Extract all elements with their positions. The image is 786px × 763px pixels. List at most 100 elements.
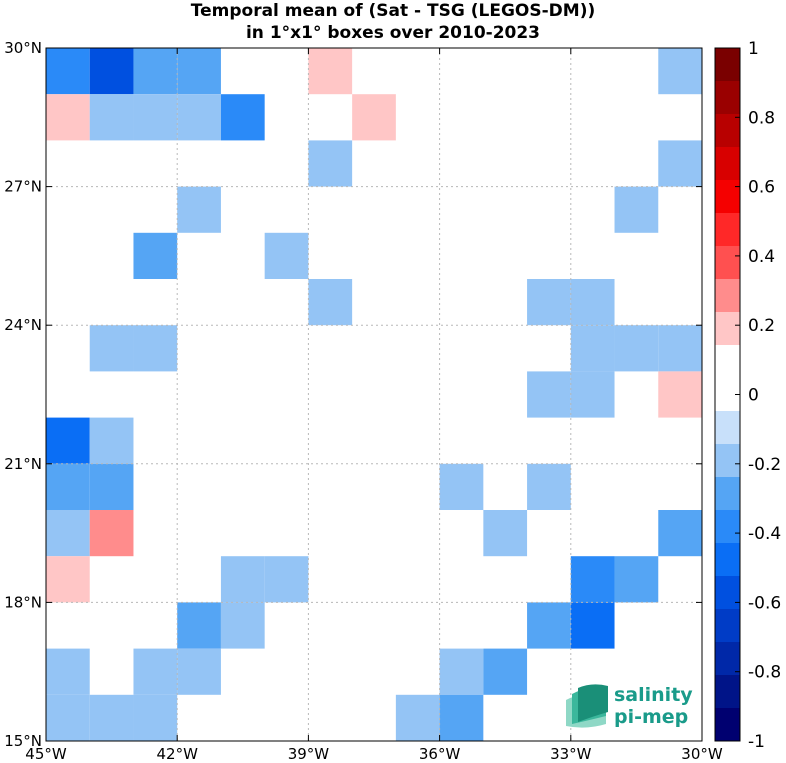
colorbar-label: -0.2: [748, 455, 781, 475]
colorbar-bin: [715, 510, 740, 544]
heatmap-cell: [46, 648, 90, 695]
colorbar-label: 0.6: [748, 178, 775, 198]
x-tick-label: 39°W: [288, 745, 330, 763]
heatmap-cell: [308, 48, 353, 95]
heatmap-cell: [89, 417, 134, 464]
x-tick-label: 45°W: [25, 745, 67, 763]
colorbar-bin: [715, 708, 740, 742]
colorbar-bin: [715, 180, 740, 214]
colorbar-label: 0.4: [748, 247, 775, 267]
heatmap-cell: [614, 556, 659, 603]
colorbar-bin: [715, 246, 740, 280]
colorbar-bin: [715, 213, 740, 247]
colorbar-bin: [715, 147, 740, 181]
y-tick-label: 18°N: [4, 593, 42, 611]
heatmap-cell: [220, 602, 265, 649]
colorbar-label: -0.8: [748, 663, 781, 683]
heatmap-cell: [658, 48, 702, 95]
heatmap-cell: [46, 556, 90, 603]
heatmap-cell: [89, 463, 134, 510]
y-tick-label: 30°N: [4, 39, 42, 57]
colorbar-label: -1: [748, 732, 765, 752]
colorbar-bin: [715, 675, 740, 709]
colorbar-label: 0.2: [748, 316, 775, 336]
heatmap-cell: [439, 648, 484, 695]
logo-waves-icon: [566, 684, 608, 728]
heatmap-cell: [89, 694, 134, 741]
heatmap-cell: [264, 556, 309, 603]
heatmap-cell: [133, 325, 178, 372]
heatmap-cell: [527, 463, 571, 510]
heatmap-cell: [570, 371, 615, 418]
y-tick-label: 27°N: [4, 178, 42, 196]
colorbar-bin: [715, 345, 740, 379]
colorbar-bin: [715, 81, 740, 115]
heatmap-cell: [570, 602, 615, 649]
heatmap-cell: [177, 648, 221, 695]
x-tick-label: 30°W: [681, 745, 723, 763]
logo-text-salinity: salinity: [614, 684, 693, 706]
colorbar-label: -0.6: [748, 593, 781, 613]
colorbar-bin: [715, 642, 740, 676]
heatmap-cell: [395, 694, 440, 741]
heatmap-cell: [527, 602, 571, 649]
heatmap-cell: [658, 510, 702, 557]
colorbar-bin: [715, 609, 740, 643]
heatmap-cell: [89, 510, 134, 557]
chart-title-line1: Temporal mean of (Sat - TSG (LEGOS-DM)): [190, 1, 596, 21]
colorbar-bin: [715, 411, 740, 445]
heatmap-cell: [570, 279, 615, 326]
heatmap-cell: [614, 325, 659, 372]
heatmap-cells: [46, 48, 702, 741]
heatmap-cell: [614, 186, 659, 233]
heatmap-cell: [177, 48, 221, 95]
heatmap-cell: [658, 140, 702, 187]
heatmap-cell: [133, 232, 178, 279]
heatmap-cell: [264, 232, 309, 279]
colorbar-bin: [715, 114, 740, 148]
heatmap-cell: [177, 602, 221, 649]
heatmap-cell: [133, 48, 178, 95]
heatmap-cell: [439, 694, 484, 741]
colorbar-label: 0.8: [748, 108, 775, 128]
colorbar-bin: [715, 444, 740, 478]
heatmap-cell: [308, 140, 353, 187]
heatmap-cell: [308, 279, 353, 326]
heatmap-cell: [570, 556, 615, 603]
heatmap-cell: [89, 325, 134, 372]
heatmap-cell: [220, 94, 265, 141]
heatmap-cell: [439, 463, 484, 510]
heatmap-cell: [133, 694, 178, 741]
axis-ticks: 45°W 42°W 39°W 36°W 33°W 30°W 15°N 18°N 21°N 24°N…: [4, 39, 723, 763]
heatmap-cell: [527, 371, 571, 418]
colorbar-label: 1: [748, 39, 759, 59]
heatmap-cell: [89, 94, 134, 141]
y-tick-label: 24°N: [4, 316, 42, 334]
heatmap-cell: [46, 94, 90, 141]
heatmap-cell: [658, 325, 702, 372]
heatmap-cell: [46, 417, 90, 464]
heatmap-cell: [89, 48, 134, 95]
heatmap-cell: [570, 325, 615, 372]
plot-frame: [45, 47, 703, 742]
heatmap-cell: [133, 648, 178, 695]
heatmap-cell: [483, 510, 528, 557]
heatmap-cell: [483, 648, 528, 695]
heatmap-cell: [177, 186, 221, 233]
heatmap-cell: [527, 279, 571, 326]
heatmap-cell: [133, 94, 178, 141]
heatmap-cell: [46, 694, 90, 741]
heatmap-cell: [352, 94, 396, 141]
colorbar-bin: [715, 543, 740, 577]
x-tick-label: 33°W: [550, 745, 592, 763]
colorbar-bin: [715, 477, 740, 511]
x-tick-label: 42°W: [156, 745, 198, 763]
colorbar-bin: [715, 48, 740, 82]
heatmap-cell: [220, 556, 265, 603]
colorbar-bin: [715, 576, 740, 610]
logo-text-pimep: pi-mep: [614, 706, 688, 728]
heatmap-cell: [46, 463, 90, 510]
y-tick-label: 21°N: [4, 455, 42, 473]
heatmap-cell: [658, 371, 702, 418]
